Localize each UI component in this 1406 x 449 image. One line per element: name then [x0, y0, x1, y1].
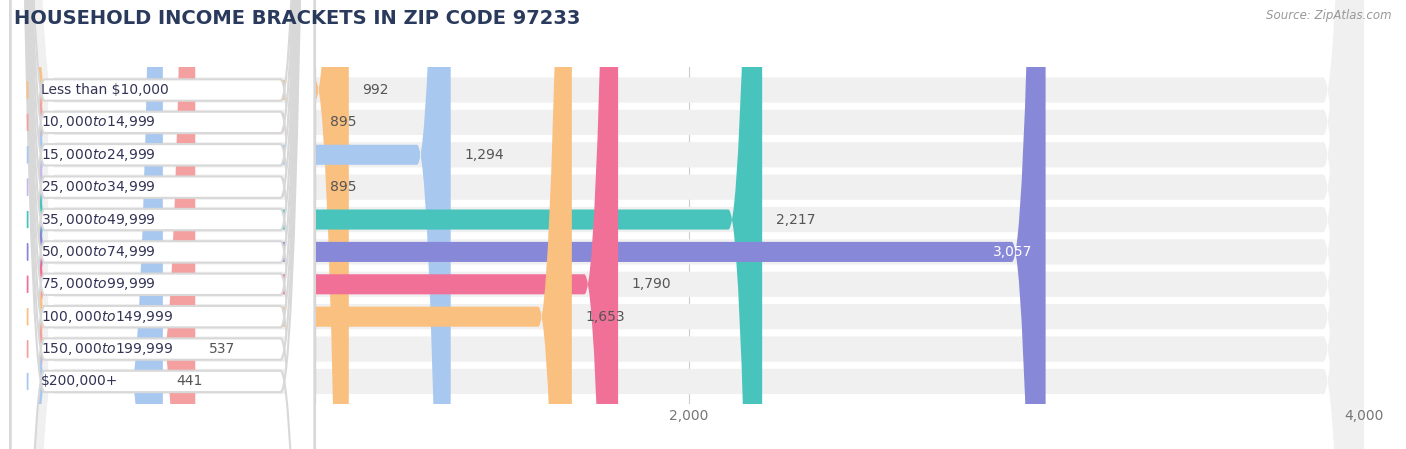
- FancyBboxPatch shape: [14, 0, 451, 449]
- Text: 1,790: 1,790: [631, 277, 671, 291]
- Text: $50,000 to $74,999: $50,000 to $74,999: [41, 244, 156, 260]
- FancyBboxPatch shape: [14, 0, 1364, 449]
- FancyBboxPatch shape: [14, 0, 1364, 449]
- Text: 895: 895: [329, 115, 356, 129]
- Text: HOUSEHOLD INCOME BRACKETS IN ZIP CODE 97233: HOUSEHOLD INCOME BRACKETS IN ZIP CODE 97…: [14, 9, 581, 28]
- Text: 3,057: 3,057: [993, 245, 1032, 259]
- FancyBboxPatch shape: [11, 0, 315, 449]
- FancyBboxPatch shape: [14, 0, 572, 449]
- FancyBboxPatch shape: [14, 0, 1364, 449]
- Text: 1,294: 1,294: [464, 148, 503, 162]
- Text: 537: 537: [208, 342, 235, 356]
- FancyBboxPatch shape: [14, 0, 1364, 449]
- FancyBboxPatch shape: [11, 0, 315, 449]
- FancyBboxPatch shape: [14, 0, 1364, 449]
- Text: Less than $10,000: Less than $10,000: [41, 83, 169, 97]
- Text: $200,000+: $200,000+: [41, 374, 118, 388]
- Text: $150,000 to $199,999: $150,000 to $199,999: [41, 341, 173, 357]
- FancyBboxPatch shape: [14, 0, 1046, 449]
- FancyBboxPatch shape: [11, 0, 315, 449]
- Text: $10,000 to $14,999: $10,000 to $14,999: [41, 114, 156, 130]
- Text: 895: 895: [329, 180, 356, 194]
- FancyBboxPatch shape: [14, 0, 316, 449]
- Text: $100,000 to $149,999: $100,000 to $149,999: [41, 308, 173, 325]
- FancyBboxPatch shape: [11, 0, 315, 449]
- FancyBboxPatch shape: [14, 0, 1364, 449]
- FancyBboxPatch shape: [14, 0, 762, 449]
- FancyBboxPatch shape: [14, 0, 1364, 449]
- FancyBboxPatch shape: [11, 0, 315, 449]
- FancyBboxPatch shape: [14, 0, 1364, 449]
- Text: $25,000 to $34,999: $25,000 to $34,999: [41, 179, 156, 195]
- FancyBboxPatch shape: [14, 0, 1364, 449]
- FancyBboxPatch shape: [11, 0, 315, 449]
- Text: $35,000 to $49,999: $35,000 to $49,999: [41, 211, 156, 228]
- FancyBboxPatch shape: [14, 0, 349, 449]
- FancyBboxPatch shape: [11, 0, 315, 449]
- Text: 1,653: 1,653: [585, 310, 626, 324]
- FancyBboxPatch shape: [14, 0, 1364, 449]
- FancyBboxPatch shape: [14, 0, 316, 449]
- Text: $15,000 to $24,999: $15,000 to $24,999: [41, 147, 156, 163]
- FancyBboxPatch shape: [14, 0, 195, 449]
- FancyBboxPatch shape: [11, 0, 315, 449]
- Text: 992: 992: [363, 83, 389, 97]
- Text: $75,000 to $99,999: $75,000 to $99,999: [41, 276, 156, 292]
- FancyBboxPatch shape: [11, 0, 315, 449]
- Text: 2,217: 2,217: [776, 212, 815, 227]
- Text: 441: 441: [176, 374, 202, 388]
- FancyBboxPatch shape: [14, 0, 163, 449]
- Text: Source: ZipAtlas.com: Source: ZipAtlas.com: [1267, 9, 1392, 22]
- FancyBboxPatch shape: [14, 0, 619, 449]
- FancyBboxPatch shape: [11, 0, 315, 449]
